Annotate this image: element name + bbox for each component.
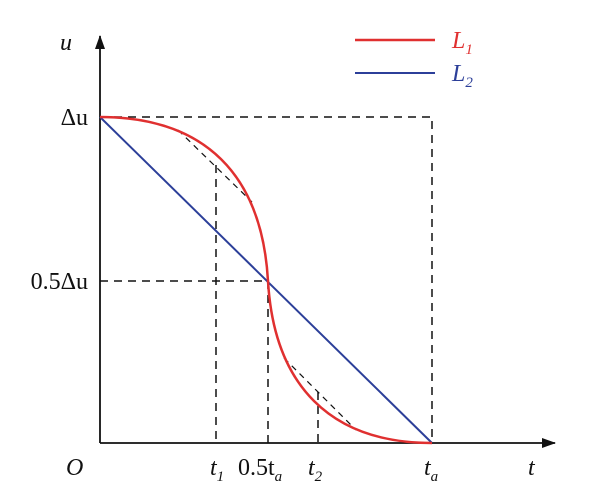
label-part: a	[431, 469, 439, 485]
label-part: a	[275, 469, 283, 485]
x-mark-label: t1	[210, 455, 224, 485]
legend-label: L2	[451, 61, 473, 91]
x-mark-label: t2	[308, 455, 323, 485]
label-part: t	[308, 455, 316, 481]
label-part: 1	[217, 469, 225, 485]
origin-label: O	[66, 455, 83, 481]
label-part: 2	[315, 469, 323, 485]
curve-l1	[99, 115, 433, 445]
x-mark-label: 0.5ta	[238, 455, 282, 485]
label-part: L	[451, 28, 465, 54]
guide-top	[100, 116, 433, 443]
label-part: 2	[465, 75, 473, 91]
x-mark-label: ta	[424, 455, 438, 485]
y-axis-label: u	[60, 30, 72, 56]
label-part: L	[451, 61, 465, 87]
label-part: t	[210, 455, 218, 481]
x-axis-label: t	[528, 455, 536, 481]
label-part: 1	[465, 42, 473, 58]
y-mark-label: Δu	[61, 105, 88, 131]
label-part: t	[424, 455, 432, 481]
tangent-t2	[283, 357, 357, 431]
tangent-t1	[177, 129, 253, 203]
label-part: 0.5t	[238, 455, 275, 481]
line-l2	[99, 116, 433, 444]
legend-label: L1	[451, 28, 473, 58]
y-mark-label: 0.5Δu	[31, 269, 88, 295]
guide-mid	[100, 280, 269, 443]
